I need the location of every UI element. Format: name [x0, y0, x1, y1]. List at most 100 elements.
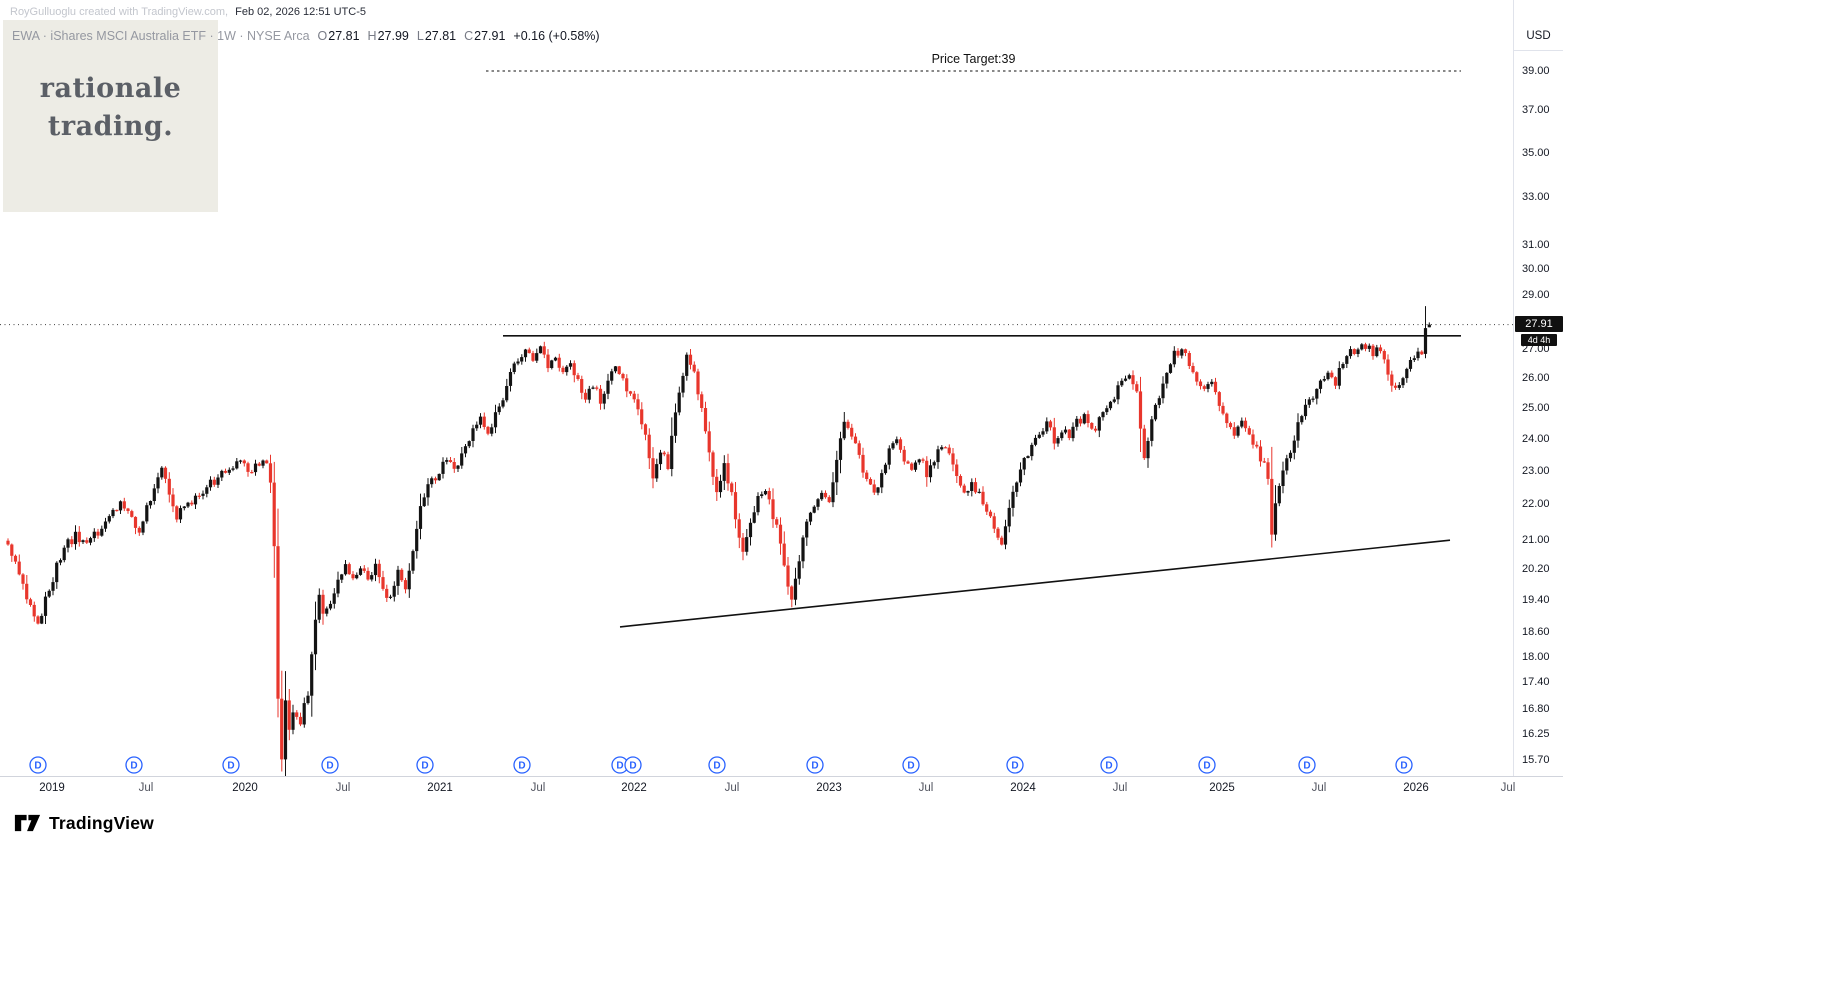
attribution-timestamp: Feb 02, 2026 12:51 UTC-5: [235, 6, 366, 18]
dividend-marker[interactable]: D: [1298, 756, 1316, 774]
price-tick-label: 31.00: [1522, 238, 1550, 251]
low-value: 27.81: [424, 29, 457, 43]
dividend-marker[interactable]: D: [1395, 756, 1413, 774]
low-label: L: [416, 29, 424, 43]
footer-brand: TradingView: [14, 812, 154, 834]
candlestick-chart: Price Target:39D D D D D D D D D D D D D D D D: [0, 52, 1513, 776]
ohlc-high: H 27.99: [368, 29, 409, 43]
time-tick-label: 2023: [816, 782, 842, 794]
svg-text:D: D: [421, 761, 428, 772]
price-tick-label: 39.00: [1522, 64, 1550, 77]
price-tick-label: 18.00: [1522, 650, 1550, 663]
svg-text:D: D: [130, 761, 137, 772]
attribution: RoyGulluoglu created with TradingView.co…: [10, 6, 366, 18]
open-label: O: [317, 29, 328, 43]
dividend-marker[interactable]: D: [513, 756, 531, 774]
time-tick-label: 2022: [621, 782, 647, 794]
time-tick-label: 2025: [1209, 782, 1235, 794]
svg-text:D: D: [227, 761, 234, 772]
time-tick-label: Jul: [918, 782, 934, 794]
svg-text:D: D: [1105, 761, 1112, 772]
svg-text:D: D: [811, 761, 818, 772]
bar-countdown-label: 4d 4h: [1521, 333, 1557, 346]
high-label: H: [367, 29, 377, 43]
svg-text:D: D: [518, 761, 525, 772]
high-value: 27.99: [377, 29, 409, 43]
tradingview-logo-text[interactable]: TradingView: [49, 812, 154, 833]
price-tick-label: 37.00: [1522, 104, 1550, 117]
price-target-label[interactable]: Price Target:39: [932, 52, 1016, 66]
symbol-title[interactable]: EWA · iShares MSCI Australia ETF · 1W · …: [12, 29, 310, 43]
price-tick-label: 22.00: [1522, 498, 1550, 511]
dividend-marker[interactable]: D: [416, 756, 434, 774]
support-trendline[interactable]: [619, 539, 1451, 628]
svg-text:D: D: [616, 761, 623, 772]
price-tick-label: 16.80: [1522, 702, 1550, 715]
price-tick-label: 33.00: [1522, 191, 1550, 204]
price-tick-label: 21.00: [1522, 533, 1550, 546]
time-tick-label: Jul: [335, 782, 351, 794]
svg-text:D: D: [1203, 761, 1210, 772]
attribution-credit: RoyGulluoglu created with TradingView.co…: [10, 6, 229, 18]
dividend-marker[interactable]: D: [1006, 756, 1024, 774]
svg-text:D: D: [326, 761, 333, 772]
close-value: 27.91: [474, 29, 506, 43]
dividend-marker[interactable]: D: [624, 756, 642, 774]
svg-text:D: D: [1011, 761, 1018, 772]
time-tick-label: 2021: [427, 782, 453, 794]
candlestick-series: [6, 306, 1431, 776]
price-tick-label: 29.00: [1522, 289, 1550, 302]
price-tick-label: 17.40: [1522, 676, 1550, 689]
dividend-marker[interactable]: D: [806, 756, 824, 774]
watermark-line2: trading.: [47, 111, 174, 142]
tradingview-logo-icon[interactable]: [14, 812, 41, 834]
price-tick-label: 35.00: [1522, 146, 1550, 159]
price-tick-label: 30.00: [1522, 263, 1550, 276]
currency-divider: [1514, 50, 1563, 51]
dividend-marker[interactable]: D: [708, 756, 726, 774]
dividend-marker[interactable]: D: [1198, 756, 1216, 774]
ohlc-low: L 27.81: [417, 29, 456, 43]
time-tick-label: Jul: [138, 782, 154, 794]
time-tick-label: Jul: [1500, 782, 1516, 794]
open-value: 27.81: [328, 29, 360, 43]
price-tick-label: 15.70: [1522, 754, 1550, 767]
price-tick-label: 23.00: [1522, 464, 1550, 477]
price-tick-label: 20.20: [1522, 563, 1550, 576]
time-tick-label: 2019: [39, 782, 65, 794]
time-tick-label: Jul: [724, 782, 740, 794]
price-tick-label: 25.00: [1522, 401, 1550, 414]
dividend-marker[interactable]: D: [125, 756, 143, 774]
svg-text:D: D: [907, 761, 914, 772]
svg-text:D: D: [1400, 761, 1407, 772]
time-axis[interactable]: 2019 Jul 2020 Jul 2021 Jul 2022 Jul 2023 Jul 2024 J…: [0, 776, 1563, 802]
dividend-marker[interactable]: D: [1100, 756, 1118, 774]
dividend-marker[interactable]: D: [29, 756, 47, 774]
price-tick-label: 24.00: [1522, 432, 1550, 445]
price-tick-label: 18.60: [1522, 625, 1550, 638]
dividend-marker[interactable]: D: [222, 756, 240, 774]
ohlc-close: C 27.91: [464, 29, 505, 43]
chart-pane[interactable]: Price Target:39 D D D D D D D D D D D D D D D D: [0, 0, 1513, 776]
time-tick-label: Jul: [1311, 782, 1327, 794]
close-label: C: [464, 29, 474, 43]
price-axis[interactable]: USD 27.91 4d 4h 39.00 37.00 35.00 33.00 31.0…: [1513, 0, 1563, 776]
svg-text:D: D: [34, 761, 41, 772]
time-tick-label: 2024: [1010, 782, 1036, 794]
svg-text:D: D: [1303, 761, 1310, 772]
price-tick-label: 26.00: [1522, 371, 1550, 384]
time-tick-label: Jul: [1112, 782, 1128, 794]
last-price-label[interactable]: 27.91: [1515, 315, 1563, 332]
currency-label: USD: [1526, 30, 1551, 42]
price-tick-label: 27.00: [1522, 343, 1550, 356]
svg-text:D: D: [629, 761, 636, 772]
change-value: +0.16 (+0.58%): [513, 29, 600, 43]
price-tick-label: 16.25: [1522, 728, 1550, 741]
time-tick-label: 2026: [1403, 782, 1429, 794]
svg-text:D: D: [713, 761, 720, 772]
symbol-legend[interactable]: EWA · iShares MSCI Australia ETF · 1W · …: [12, 29, 600, 43]
dividend-marker[interactable]: D: [902, 756, 920, 774]
dividend-marker[interactable]: D: [321, 756, 339, 774]
time-tick-label: Jul: [530, 782, 546, 794]
